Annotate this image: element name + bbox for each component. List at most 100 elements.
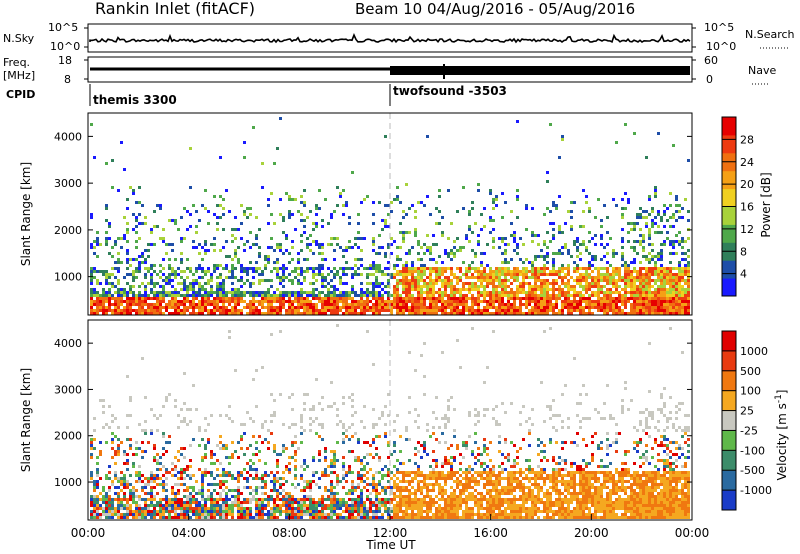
heatmap-cell [345, 201, 348, 204]
heatmap-cell [201, 312, 204, 315]
heatmap-cell [306, 498, 309, 501]
heatmap-cell [363, 474, 366, 477]
heatmap-cell [657, 285, 660, 288]
heatmap-cell [291, 498, 294, 501]
heatmap-cell [126, 513, 129, 516]
heatmap-cell [459, 297, 462, 300]
heatmap-cell [201, 507, 204, 510]
heatmap-cell [126, 453, 129, 456]
heatmap-cell [222, 288, 225, 291]
heatmap-cell [93, 480, 96, 483]
heatmap-cell [510, 270, 513, 273]
heatmap-cell [141, 480, 144, 483]
heatmap-cell [183, 456, 186, 459]
heatmap-cell [267, 261, 270, 264]
heatmap-cell [102, 507, 105, 510]
heatmap-cell [585, 285, 588, 288]
heatmap-cell [471, 276, 474, 279]
heatmap-cell [138, 504, 141, 507]
heatmap-cell [216, 513, 219, 516]
heatmap-cell [414, 270, 417, 273]
heatmap-cell [618, 309, 621, 312]
heatmap-cell [366, 510, 369, 513]
heatmap-cell [603, 303, 606, 306]
heatmap-cell [138, 513, 141, 516]
heatmap-cell [285, 294, 288, 297]
heatmap-cell [189, 420, 192, 423]
heatmap-cell [408, 270, 411, 273]
heatmap-cell [324, 258, 327, 261]
heatmap-cell [675, 282, 678, 285]
heatmap-cell [507, 309, 510, 312]
heatmap-cell [660, 291, 663, 294]
heatmap-cell [651, 222, 654, 225]
heatmap-cell [297, 504, 300, 507]
heatmap-cell [210, 288, 213, 291]
heatmap-cell [474, 222, 477, 225]
heatmap-cell [378, 303, 381, 306]
heatmap-cell [498, 294, 501, 297]
heatmap-cell [429, 270, 432, 273]
heatmap-cell [300, 282, 303, 285]
heatmap-cell [207, 249, 210, 252]
freq-label-1: Freq. [3, 56, 30, 69]
heatmap-cell [393, 498, 396, 501]
heatmap-cell [435, 309, 438, 312]
heatmap-cell [333, 300, 336, 303]
heatmap-cell [150, 303, 153, 306]
heatmap-cell [402, 234, 405, 237]
heatmap-cell [402, 216, 405, 219]
heatmap-cell [621, 297, 624, 300]
heatmap-cell [567, 249, 570, 252]
heatmap-cell [603, 291, 606, 294]
heatmap-cell [447, 189, 450, 192]
heatmap-cell [96, 309, 99, 312]
heatmap-cell [321, 498, 324, 501]
heatmap-cell [327, 243, 330, 246]
heatmap-cell [129, 510, 132, 513]
heatmap-cell [276, 273, 279, 276]
heatmap-cell [519, 297, 522, 300]
heatmap-cell [354, 291, 357, 294]
heatmap-cell [117, 507, 120, 510]
heatmap-cell [177, 312, 180, 315]
heatmap-cell [354, 489, 357, 492]
heatmap-cell [585, 306, 588, 309]
heatmap-cell [576, 303, 579, 306]
heatmap-cell [624, 297, 627, 300]
heatmap-cell [132, 462, 135, 465]
heatmap-cell [177, 516, 180, 519]
heatmap-cell [393, 474, 396, 477]
heatmap-cell [645, 258, 648, 261]
heatmap-cell [249, 459, 252, 462]
heatmap-cell [183, 297, 186, 300]
heatmap-cell [165, 498, 168, 501]
heatmap-cell [237, 486, 240, 489]
heatmap-cell [291, 504, 294, 507]
heatmap-cell [330, 294, 333, 297]
heatmap-cell [384, 135, 387, 138]
heatmap-cell [348, 516, 351, 519]
heatmap-cell [99, 498, 102, 501]
heatmap-cell [252, 294, 255, 297]
heatmap-cell [240, 423, 243, 426]
heatmap-cell [207, 210, 210, 213]
heatmap-cell [510, 303, 513, 306]
heatmap-cell [588, 252, 591, 255]
heatmap-cell [567, 267, 570, 270]
heatmap-cell [321, 516, 324, 519]
heatmap-cell [228, 498, 231, 501]
heatmap-cell [651, 285, 654, 288]
heatmap-cell [351, 510, 354, 513]
heatmap-cell [663, 282, 666, 285]
heatmap-cell [312, 501, 315, 504]
heatmap-cell [669, 240, 672, 243]
heatmap-cell [480, 270, 483, 273]
heatmap-cell [126, 198, 129, 201]
heatmap-cell [312, 504, 315, 507]
heatmap-cell [405, 480, 408, 483]
heatmap-cell [141, 222, 144, 225]
heatmap-cell [108, 465, 111, 468]
heatmap-cell [429, 312, 432, 315]
heatmap-cell [228, 309, 231, 312]
